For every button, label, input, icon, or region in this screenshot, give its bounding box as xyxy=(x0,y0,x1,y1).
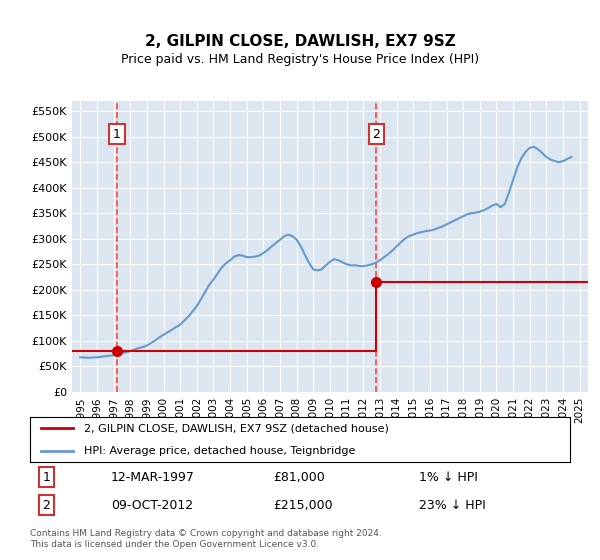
Text: 2: 2 xyxy=(42,498,50,512)
Text: Contains HM Land Registry data © Crown copyright and database right 2024.: Contains HM Land Registry data © Crown c… xyxy=(30,529,382,538)
Text: This data is licensed under the Open Government Licence v3.0.: This data is licensed under the Open Gov… xyxy=(30,540,319,549)
Text: 2, GILPIN CLOSE, DAWLISH, EX7 9SZ (detached house): 2, GILPIN CLOSE, DAWLISH, EX7 9SZ (detac… xyxy=(84,423,389,433)
Text: £215,000: £215,000 xyxy=(273,498,332,512)
Text: 2: 2 xyxy=(373,128,380,141)
Text: 12-MAR-1997: 12-MAR-1997 xyxy=(111,470,195,484)
Text: 1% ↓ HPI: 1% ↓ HPI xyxy=(419,470,478,484)
Text: £81,000: £81,000 xyxy=(273,470,325,484)
Text: 1: 1 xyxy=(42,470,50,484)
Text: 09-OCT-2012: 09-OCT-2012 xyxy=(111,498,193,512)
Text: Price paid vs. HM Land Registry's House Price Index (HPI): Price paid vs. HM Land Registry's House … xyxy=(121,53,479,66)
Text: 2, GILPIN CLOSE, DAWLISH, EX7 9SZ: 2, GILPIN CLOSE, DAWLISH, EX7 9SZ xyxy=(145,34,455,49)
Text: HPI: Average price, detached house, Teignbridge: HPI: Average price, detached house, Teig… xyxy=(84,446,355,456)
Text: 23% ↓ HPI: 23% ↓ HPI xyxy=(419,498,485,512)
Text: 1: 1 xyxy=(113,128,121,141)
